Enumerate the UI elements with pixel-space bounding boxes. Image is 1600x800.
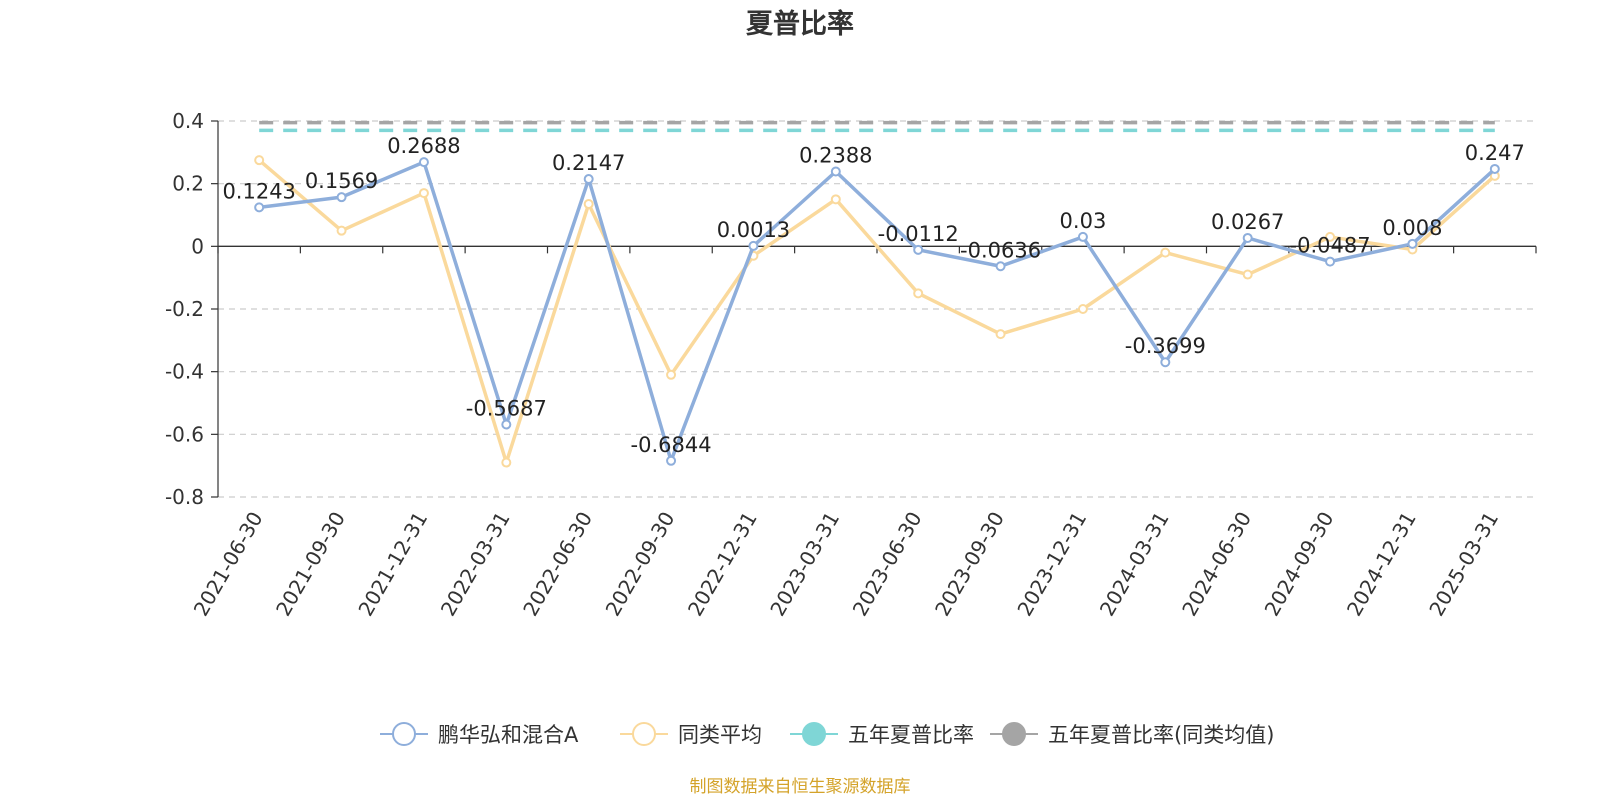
data-point[interactable] [913, 288, 924, 299]
data-point[interactable] [995, 261, 1006, 272]
y-tick-label: -0.4 [165, 360, 204, 384]
data-point[interactable] [501, 419, 512, 430]
x-tick-label: 2021-09-30 [271, 508, 350, 621]
data-point[interactable] [666, 455, 677, 466]
x-tick-label: 2021-12-31 [353, 508, 432, 621]
data-point[interactable] [830, 194, 841, 205]
data-label: 0.247 [1465, 141, 1525, 165]
data-point[interactable] [254, 155, 265, 166]
data-point[interactable] [666, 369, 677, 380]
y-tick-label: 0.2 [172, 172, 204, 196]
legend-item[interactable]: 鹏华弘和混合A [380, 722, 579, 747]
data-point[interactable] [1160, 357, 1171, 368]
legend-label: 同类平均 [678, 723, 762, 747]
x-tick-label: 2024-06-30 [1177, 508, 1256, 621]
data-point[interactable] [418, 157, 429, 168]
data-label: 0.2147 [552, 151, 625, 175]
data-point[interactable] [583, 174, 594, 185]
legend-marker [1002, 722, 1026, 746]
data-label: 0.2688 [387, 134, 460, 158]
data-point[interactable] [913, 244, 924, 255]
legend[interactable]: 鹏华弘和混合A 同类平均 五年夏普比率 五年夏普比率(同类均值) [380, 722, 1274, 747]
data-label: 0.1569 [305, 169, 378, 193]
data-point[interactable] [995, 329, 1006, 340]
x-tick-label: 2023-03-31 [765, 508, 844, 621]
x-tick-label: 2023-12-31 [1012, 508, 1091, 621]
x-tick-label: 2025-03-31 [1424, 508, 1503, 621]
legend-item[interactable]: 五年夏普比率 [790, 722, 974, 747]
x-tick-label: 2023-06-30 [848, 508, 927, 621]
x-tick-label: 2024-03-31 [1095, 508, 1174, 621]
y-tick-label: 0.4 [172, 109, 204, 133]
data-point[interactable] [1407, 238, 1418, 249]
y-tick-label: -0.6 [165, 422, 204, 446]
legend-item[interactable]: 同类平均 [620, 722, 762, 747]
data-labels: 0.1243 0.1569 0.2688 -0.5687 0.2147 -0.6844 0.… [222, 134, 1524, 457]
data-label: -0.6844 [631, 433, 712, 457]
legend-marker [632, 722, 656, 746]
data-label: 0.0267 [1211, 210, 1284, 234]
data-point[interactable] [1160, 247, 1171, 258]
data-label: 0.1243 [222, 179, 295, 203]
data-point[interactable] [1077, 231, 1088, 242]
data-label: 0.0013 [717, 218, 790, 242]
y-tick-label: -0.2 [165, 297, 204, 321]
data-label: -0.0636 [960, 238, 1041, 262]
data-label: -0.3699 [1125, 334, 1206, 358]
data-label: -0.0112 [878, 222, 959, 246]
data-point[interactable] [1325, 256, 1336, 267]
x-tick-label: 2024-12-31 [1342, 508, 1421, 621]
x-tick-label: 2021-06-30 [189, 508, 268, 621]
data-point[interactable] [1489, 163, 1500, 174]
legend-marker [392, 722, 416, 746]
data-label: -0.5687 [466, 397, 547, 421]
data-point[interactable] [418, 188, 429, 199]
x-tick-label: 2024-09-30 [1259, 508, 1338, 621]
data-point[interactable] [254, 202, 265, 213]
data-point[interactable] [1242, 269, 1253, 280]
y-tick-label: 0 [191, 234, 204, 258]
legend-label: 鹏华弘和混合A [438, 723, 579, 747]
data-point[interactable] [1325, 231, 1336, 242]
data-point[interactable] [748, 240, 759, 251]
data-label: 0.008 [1382, 216, 1442, 240]
legend-marker [802, 722, 826, 746]
data-label: 0.03 [1060, 209, 1107, 233]
chart-title: 夏普比率 [746, 8, 854, 40]
data-point[interactable] [501, 457, 512, 468]
x-tick-label: 2022-06-30 [518, 508, 597, 621]
legend-label: 五年夏普比率(同类均值) [1048, 723, 1274, 747]
gridlines [218, 120, 1536, 498]
x-tick-label: 2022-12-31 [683, 508, 762, 621]
series-line [258, 158, 1496, 465]
data-label: -0.0487 [1290, 234, 1371, 258]
x-tick-label: 2022-03-31 [436, 508, 515, 621]
series-line [258, 160, 1496, 463]
source-note: 制图数据来自恒生聚源数据库 [690, 777, 911, 797]
x-tick-label: 2023-09-30 [930, 508, 1009, 621]
data-point[interactable] [830, 166, 841, 177]
data-point[interactable] [1077, 304, 1088, 314]
data-label: 0.2388 [799, 144, 872, 168]
legend-item[interactable]: 五年夏普比率(同类均值) [990, 722, 1274, 747]
data-point[interactable] [336, 225, 347, 236]
data-point[interactable] [1242, 232, 1253, 243]
data-point[interactable] [583, 199, 594, 210]
x-tick-label: 2022-09-30 [600, 508, 679, 621]
y-tick-label: -0.8 [165, 485, 204, 509]
data-point[interactable] [336, 192, 347, 203]
legend-label: 五年夏普比率 [848, 723, 974, 747]
series-layer [254, 120, 1500, 468]
